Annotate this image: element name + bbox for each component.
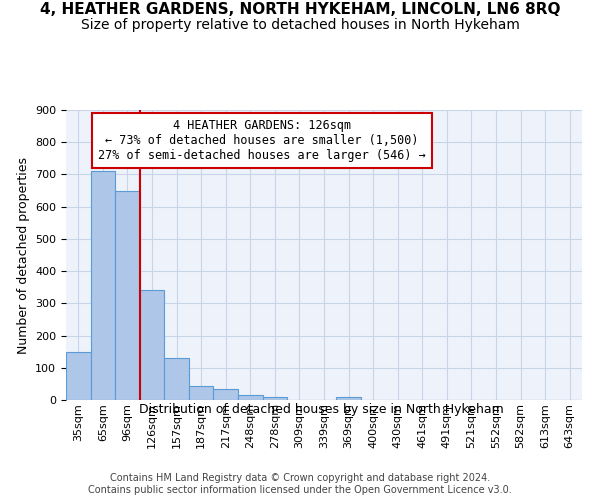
Bar bbox=[115, 190, 140, 400]
Y-axis label: Number of detached properties: Number of detached properties bbox=[17, 156, 29, 354]
Bar bbox=[189, 386, 214, 400]
Bar bbox=[238, 395, 263, 400]
Bar bbox=[214, 388, 238, 400]
Bar bbox=[164, 358, 189, 400]
Bar bbox=[336, 397, 361, 400]
Text: 4 HEATHER GARDENS: 126sqm
← 73% of detached houses are smaller (1,500)
27% of se: 4 HEATHER GARDENS: 126sqm ← 73% of detac… bbox=[98, 118, 426, 162]
Text: Contains HM Land Registry data © Crown copyright and database right 2024.
Contai: Contains HM Land Registry data © Crown c… bbox=[88, 474, 512, 495]
Text: Distribution of detached houses by size in North Hykeham: Distribution of detached houses by size … bbox=[139, 402, 503, 415]
Text: 4, HEATHER GARDENS, NORTH HYKEHAM, LINCOLN, LN6 8RQ: 4, HEATHER GARDENS, NORTH HYKEHAM, LINCO… bbox=[40, 2, 560, 18]
Text: Size of property relative to detached houses in North Hykeham: Size of property relative to detached ho… bbox=[80, 18, 520, 32]
Bar bbox=[263, 397, 287, 400]
Bar bbox=[91, 171, 115, 400]
Bar bbox=[66, 352, 91, 400]
Bar bbox=[140, 290, 164, 400]
